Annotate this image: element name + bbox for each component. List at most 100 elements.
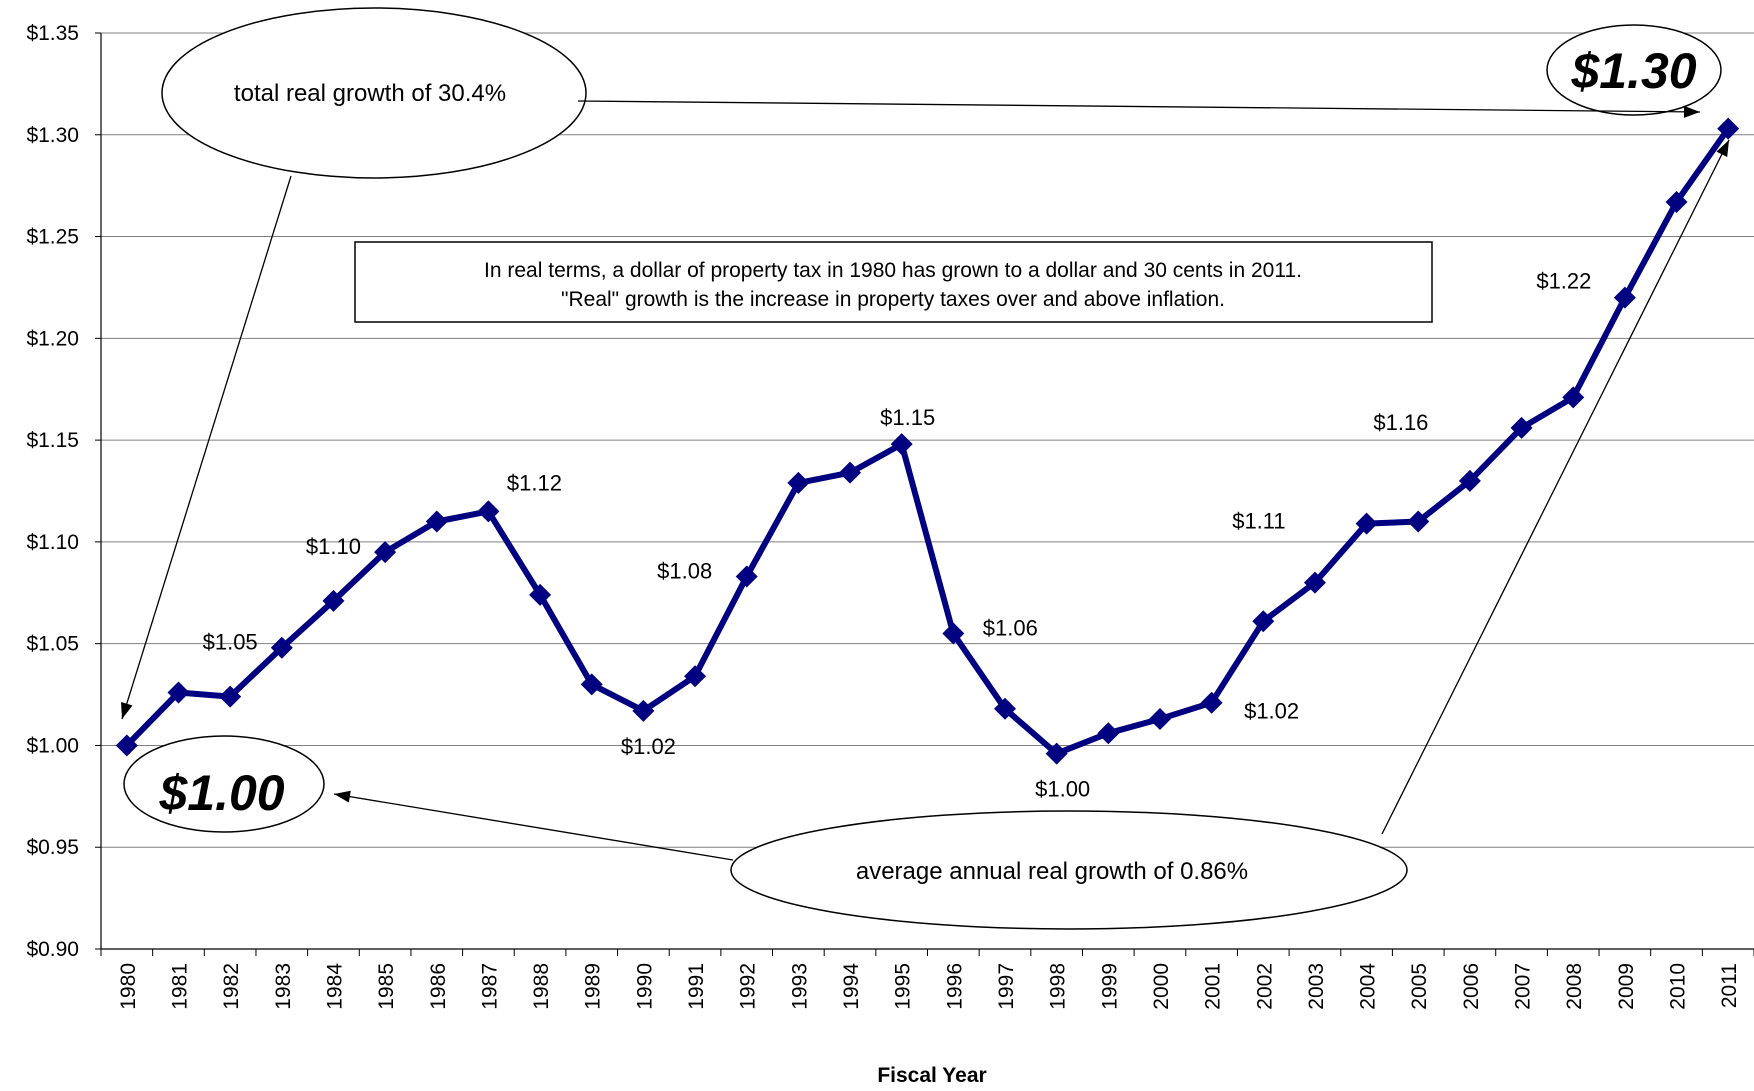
arrow-line: [1381, 139, 1730, 835]
arrow-head: [121, 701, 133, 719]
data-point: [1252, 610, 1275, 633]
total-growth-label: total real growth of 30.4%: [234, 80, 506, 107]
data-point: [1148, 707, 1171, 730]
data-point: [219, 685, 242, 708]
data-label: $1.06: [983, 615, 1038, 640]
x-tick-label: 1983: [272, 963, 295, 1010]
arrow-head: [1716, 140, 1729, 157]
data-point: [115, 734, 138, 757]
x-tick-label: 1980: [117, 963, 140, 1010]
x-tick-label: 1996: [943, 963, 966, 1010]
y-tick-label: $1.00: [26, 734, 79, 757]
data-point: [735, 565, 758, 588]
data-point: [425, 510, 448, 533]
data-point: [580, 673, 603, 696]
series-layer: [115, 117, 1740, 765]
end-value-ellipse: [1546, 24, 1722, 116]
data-point: [1045, 742, 1068, 765]
x-tick-label: 1992: [737, 963, 760, 1010]
arrow-line: [577, 100, 1701, 113]
x-tick-label: 1995: [892, 963, 915, 1010]
total-growth-ellipse: [161, 7, 587, 179]
data-label: $1.08: [657, 558, 712, 583]
x-tick-label: 2003: [1305, 963, 1328, 1010]
arrow-head: [1683, 105, 1700, 118]
x-tick-label: 1998: [1047, 963, 1070, 1010]
data-point: [1200, 691, 1223, 714]
data-point: [1717, 117, 1740, 140]
data-point: [1303, 571, 1326, 594]
end-value-label: $1.30: [1570, 43, 1696, 99]
data-point: [890, 433, 913, 456]
x-axis-ticks: 1980 1981 1982 1983 1984 1985 1986 1987 1988 1989…: [100, 949, 1754, 1010]
annotation-arrows: [121, 100, 1730, 861]
y-tick-label: $1.20: [26, 327, 79, 350]
data-point: [684, 665, 707, 688]
start-value-label: $1.00: [158, 765, 284, 821]
data-point: [1355, 512, 1378, 535]
data-label: $1.10: [306, 534, 361, 559]
x-tick-label: 1990: [633, 963, 656, 1010]
x-tick-label: 2000: [1150, 963, 1173, 1010]
x-tick-label: 1997: [995, 963, 1018, 1010]
arrow-head: [334, 790, 351, 803]
series-line: [123, 125, 1732, 757]
data-point: [529, 583, 552, 606]
data-labels: $1.05 $1.10 $1.12 $1.02 $1.08 $1.15 $1.06 $1.00…: [203, 269, 1592, 802]
y-tick-label: $1.30: [26, 124, 79, 147]
x-tick-label: 1999: [1098, 963, 1121, 1010]
y-tick-label: $1.15: [26, 429, 79, 452]
x-tick-label: 2010: [1667, 963, 1690, 1010]
y-tick-label: $0.95: [26, 836, 79, 859]
x-tick-label: 2007: [1512, 963, 1535, 1010]
note-line-1: In real terms, a dollar of property tax …: [484, 259, 1302, 282]
x-tick-label: 2006: [1460, 963, 1483, 1010]
x-axis-title: Fiscal Year: [877, 1064, 986, 1087]
x-tick-label: 2001: [1202, 963, 1225, 1010]
y-tick-label: $1.10: [26, 531, 79, 554]
data-point: [632, 699, 655, 722]
data-label: $1.02: [1244, 699, 1299, 724]
data-label: $1.22: [1536, 269, 1591, 294]
x-tick-label: 2008: [1563, 963, 1586, 1010]
y-tick-label: $1.25: [26, 226, 79, 249]
data-point: [1613, 286, 1636, 309]
x-tick-label: 1993: [788, 963, 811, 1010]
x-tick-label: 1991: [685, 963, 708, 1010]
arrow-line: [121, 175, 292, 720]
data-point: [1562, 386, 1585, 409]
y-tick-label: $1.35: [26, 22, 79, 45]
data-label: $1.02: [621, 734, 676, 759]
data-label: $1.12: [507, 470, 562, 495]
note-line-2: "Real" growth is the increase in propert…: [561, 288, 1225, 311]
arrow-line: [333, 793, 734, 861]
data-point: [1665, 190, 1688, 213]
y-tick-label: $0.90: [26, 938, 79, 961]
data-point: [270, 636, 293, 659]
average-growth-label: average annual real growth of 0.86%: [856, 858, 1248, 885]
data-label: $1.16: [1373, 410, 1428, 435]
data-label: $1.05: [203, 630, 258, 655]
data-point: [374, 541, 397, 564]
data-point: [1407, 510, 1430, 533]
y-axis-ticks: $0.90 $0.95 $1.00 $1.05 $1.10 $1.15 $1.20 $1.25…: [26, 22, 101, 961]
x-tick-label: 2005: [1408, 963, 1431, 1010]
data-point: [1458, 469, 1481, 492]
annotations: Fiscal Year In real terms, a dollar of p…: [123, 7, 1722, 1087]
data-label: $1.15: [880, 405, 935, 430]
average-growth-ellipse: [730, 810, 1408, 930]
start-value-ellipse: [123, 735, 325, 833]
data-point: [942, 622, 965, 645]
x-tick-label: 2002: [1253, 963, 1276, 1010]
x-tick-label: 1984: [323, 963, 346, 1010]
x-tick-label: 1985: [375, 963, 398, 1010]
data-point: [839, 461, 862, 484]
x-tick-label: 1989: [582, 963, 605, 1010]
gridlines: [101, 32, 1754, 848]
x-tick-label: 1994: [840, 963, 863, 1010]
x-tick-label: 2009: [1615, 963, 1638, 1010]
x-tick-label: 1988: [530, 963, 553, 1010]
data-label: $1.11: [1232, 509, 1285, 534]
x-tick-label: 1981: [168, 963, 191, 1010]
